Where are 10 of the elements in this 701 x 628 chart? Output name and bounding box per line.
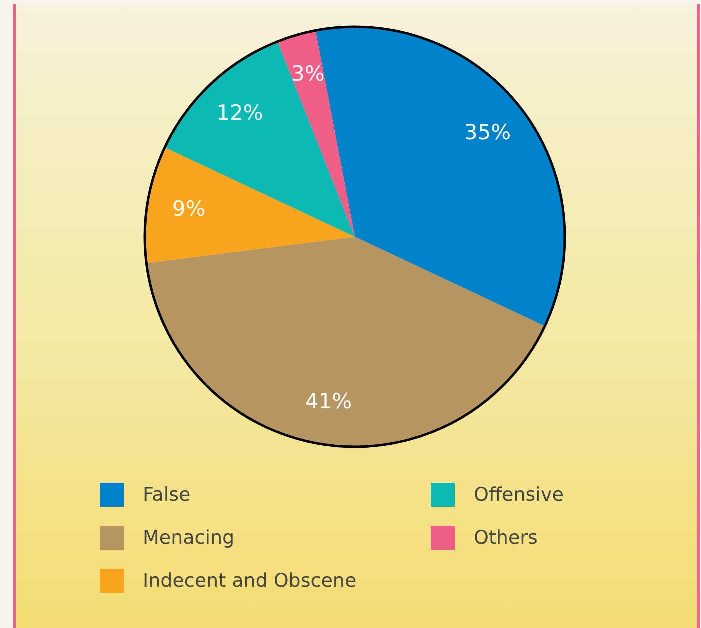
- data-label: 9%: [172, 197, 206, 222]
- data-label: 12%: [216, 100, 264, 125]
- data-label: 41%: [305, 389, 352, 414]
- data-label: 35%: [464, 120, 512, 144]
- legend-label: Menacing: [143, 526, 235, 550]
- data-label: 3%: [291, 62, 325, 86]
- legend-label: Offensive: [474, 483, 564, 507]
- legend-label: Indecent and Obscene: [143, 569, 357, 593]
- legend-label: Others: [474, 526, 538, 550]
- legend-label: False: [143, 483, 191, 507]
